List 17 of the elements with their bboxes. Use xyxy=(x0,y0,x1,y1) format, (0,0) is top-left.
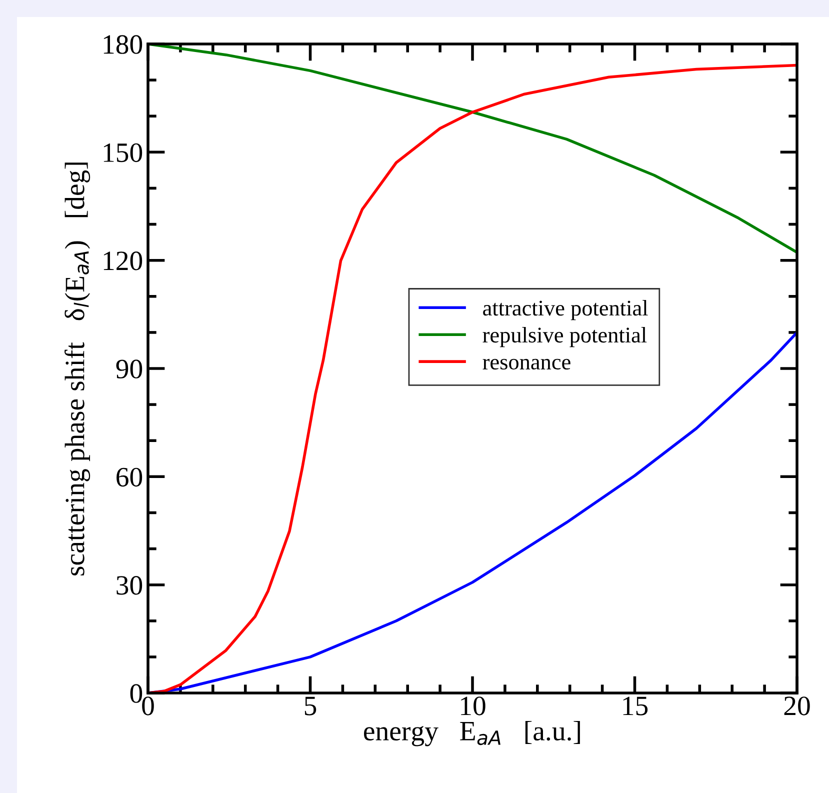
y-tick-label: 30 xyxy=(116,576,142,595)
x-tick-label: 20 xyxy=(784,696,810,716)
y-tick-label: 60 xyxy=(116,468,142,487)
y-axis-title: scattering phase shift δ$_{l}$(E$_{aA}$) [deg] xyxy=(64,162,90,576)
x-tick-label: 15 xyxy=(623,696,648,716)
y-tick-label: 180 xyxy=(104,35,142,54)
y-tick-label: 90 xyxy=(116,360,142,378)
y-tick-label: 150 xyxy=(104,143,142,162)
y-tick-label: 120 xyxy=(104,252,142,270)
legend-label: resonance xyxy=(482,358,570,370)
x-tick-label: 0 xyxy=(142,696,154,716)
legend-label: attractive potential xyxy=(483,300,648,320)
x-tick-label: 5 xyxy=(304,696,316,716)
x-tick-label: 10 xyxy=(461,696,486,716)
text: energy E$_{aA}$ [a.u.] xyxy=(364,720,580,746)
legend-label: repulsive potential xyxy=(482,326,647,348)
y-tick-label: 0 xyxy=(130,684,142,703)
